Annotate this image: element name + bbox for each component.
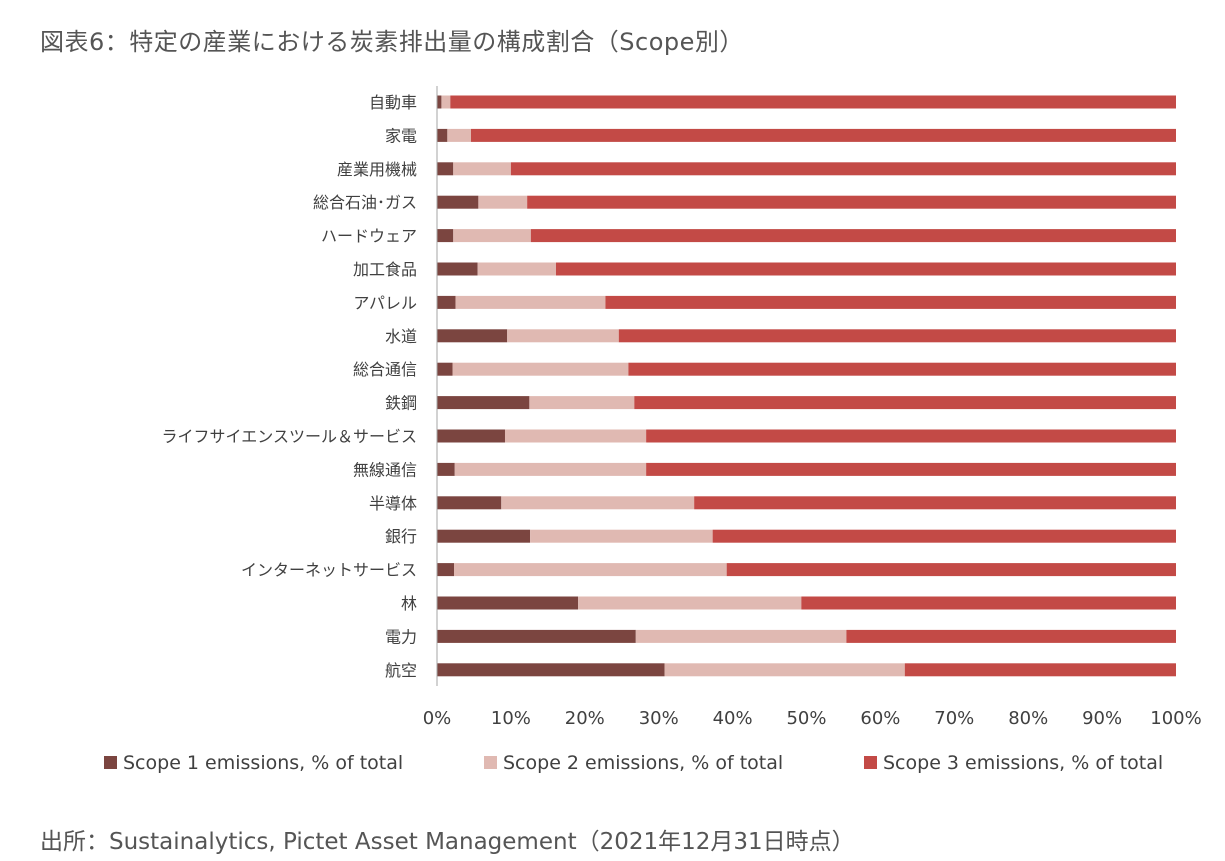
- x-tick-label: 10%: [491, 708, 531, 729]
- x-tick-label: 30%: [639, 708, 679, 729]
- x-tick-label: 60%: [860, 708, 900, 729]
- bar-scope2-row-5: [477, 262, 556, 276]
- legend-swatch-scope1: [104, 756, 117, 769]
- bar-scope1-row-9: [437, 396, 530, 410]
- x-tick-label: 90%: [1082, 708, 1122, 729]
- bar-scope2-row-7: [507, 329, 619, 343]
- category-label: ハードウェア: [321, 227, 417, 246]
- legend-swatch-scope3: [864, 756, 877, 769]
- category-label: 銀行: [385, 527, 417, 546]
- bar-scope1-row-8: [437, 362, 453, 376]
- legend-label-scope3: Scope 3 emissions, % of total: [883, 752, 1163, 774]
- bars-group: [437, 95, 1176, 677]
- bar-scope2-row-3: [478, 195, 528, 209]
- category-label: 産業用機械: [337, 160, 417, 179]
- x-tick-label: 50%: [786, 708, 826, 729]
- x-tick-label: 0%: [423, 708, 452, 729]
- legend-label-scope1: Scope 1 emissions, % of total: [123, 752, 403, 774]
- bar-scope1-row-10: [437, 429, 505, 443]
- bar-scope2-row-16: [635, 629, 847, 643]
- category-label: 半導体: [369, 494, 417, 513]
- chart-title: 図表6：特定の産業における炭素排出量の構成割合（Scope別）: [40, 28, 744, 56]
- x-tick-label: 80%: [1008, 708, 1048, 729]
- bar-scope3-row-2: [510, 162, 1176, 176]
- category-label: 無線通信: [353, 460, 417, 479]
- bar-scope3-row-1: [470, 128, 1176, 142]
- bar-scope3-row-16: [846, 629, 1176, 643]
- bar-scope1-row-6: [437, 295, 456, 309]
- category-label: 総合通信: [353, 360, 417, 379]
- bar-scope3-row-11: [646, 462, 1176, 476]
- bar-scope2-row-15: [578, 596, 802, 610]
- legend-label-scope2: Scope 2 emissions, % of total: [503, 752, 783, 774]
- bar-scope1-row-15: [437, 596, 579, 610]
- bar-scope3-row-0: [450, 95, 1176, 109]
- category-label: 自動車: [369, 93, 417, 112]
- bar-scope1-row-12: [437, 496, 502, 510]
- bar-scope2-row-2: [453, 162, 511, 176]
- bar-scope2-row-13: [530, 529, 713, 543]
- bar-scope2-row-10: [504, 429, 647, 443]
- category-label: ライフサイエンスツール＆サービス: [161, 427, 417, 446]
- bar-scope3-row-8: [628, 362, 1176, 376]
- bar-scope1-row-4: [437, 229, 454, 243]
- source-note: 出所：Sustainalytics, Pictet Asset Manageme…: [40, 829, 855, 855]
- x-tick-label: 40%: [713, 708, 753, 729]
- bar-scope3-row-4: [530, 229, 1176, 243]
- bar-scope2-row-9: [529, 396, 635, 410]
- bar-scope2-row-11: [454, 462, 647, 476]
- category-label: 林: [401, 594, 417, 613]
- category-label: 家電: [385, 126, 417, 145]
- bar-scope3-row-12: [694, 496, 1176, 510]
- bar-scope1-row-5: [437, 262, 478, 276]
- bar-scope2-row-12: [501, 496, 695, 510]
- category-label: 総合石油･ガス: [313, 193, 417, 212]
- bar-scope2-row-4: [453, 229, 531, 243]
- category-label: 加工食品: [353, 260, 417, 279]
- legend-swatch-scope2: [484, 756, 497, 769]
- category-label: 電力: [385, 627, 417, 646]
- bar-scope3-row-3: [527, 195, 1176, 209]
- bar-scope1-row-14: [437, 563, 454, 577]
- bar-scope1-row-11: [437, 462, 455, 476]
- bar-scope2-row-0: [441, 95, 451, 109]
- bar-scope3-row-15: [801, 596, 1176, 610]
- category-label: 鉄鋼: [385, 394, 417, 413]
- bar-scope1-row-17: [437, 663, 665, 677]
- x-tick-label: 20%: [565, 708, 605, 729]
- category-label: 水道: [385, 327, 417, 346]
- bar-scope3-row-9: [634, 396, 1176, 410]
- bar-scope3-row-5: [555, 262, 1176, 276]
- bar-scope1-row-16: [437, 629, 636, 643]
- bar-scope3-row-14: [726, 563, 1176, 577]
- category-labels: 自動車家電産業用機械総合石油･ガスハードウェア加工食品アパレル水道総合通信鉄鋼ラ…: [161, 93, 417, 680]
- bar-scope1-row-3: [437, 195, 479, 209]
- category-label: 航空: [385, 661, 417, 680]
- bar-scope3-row-13: [712, 529, 1176, 543]
- bar-scope3-row-7: [618, 329, 1176, 343]
- legend: Scope 1 emissions, % of total Scope 2 emi…: [104, 752, 1163, 774]
- x-tick-labels: 0% 10% 20% 30% 40% 50% 60% 70% 80% 90% 100%: [423, 708, 1202, 729]
- bar-scope2-row-1: [447, 128, 471, 142]
- bar-scope1-row-2: [437, 162, 454, 176]
- bar-scope1-row-13: [437, 529, 531, 543]
- bar-scope2-row-8: [452, 362, 629, 376]
- bar-scope2-row-14: [454, 563, 727, 577]
- bar-scope3-row-17: [904, 663, 1176, 677]
- bar-scope3-row-6: [605, 295, 1176, 309]
- x-tick-label: 70%: [934, 708, 974, 729]
- category-label: インターネットサービス: [241, 561, 417, 580]
- bar-scope1-row-1: [437, 128, 448, 142]
- bar-scope2-row-17: [664, 663, 905, 677]
- bar-scope1-row-0: [437, 95, 442, 109]
- bar-scope2-row-6: [455, 295, 606, 309]
- category-label: アパレル: [353, 293, 417, 312]
- x-tick-label: 100%: [1150, 708, 1201, 729]
- bar-scope3-row-10: [646, 429, 1176, 443]
- bar-scope1-row-7: [437, 329, 508, 343]
